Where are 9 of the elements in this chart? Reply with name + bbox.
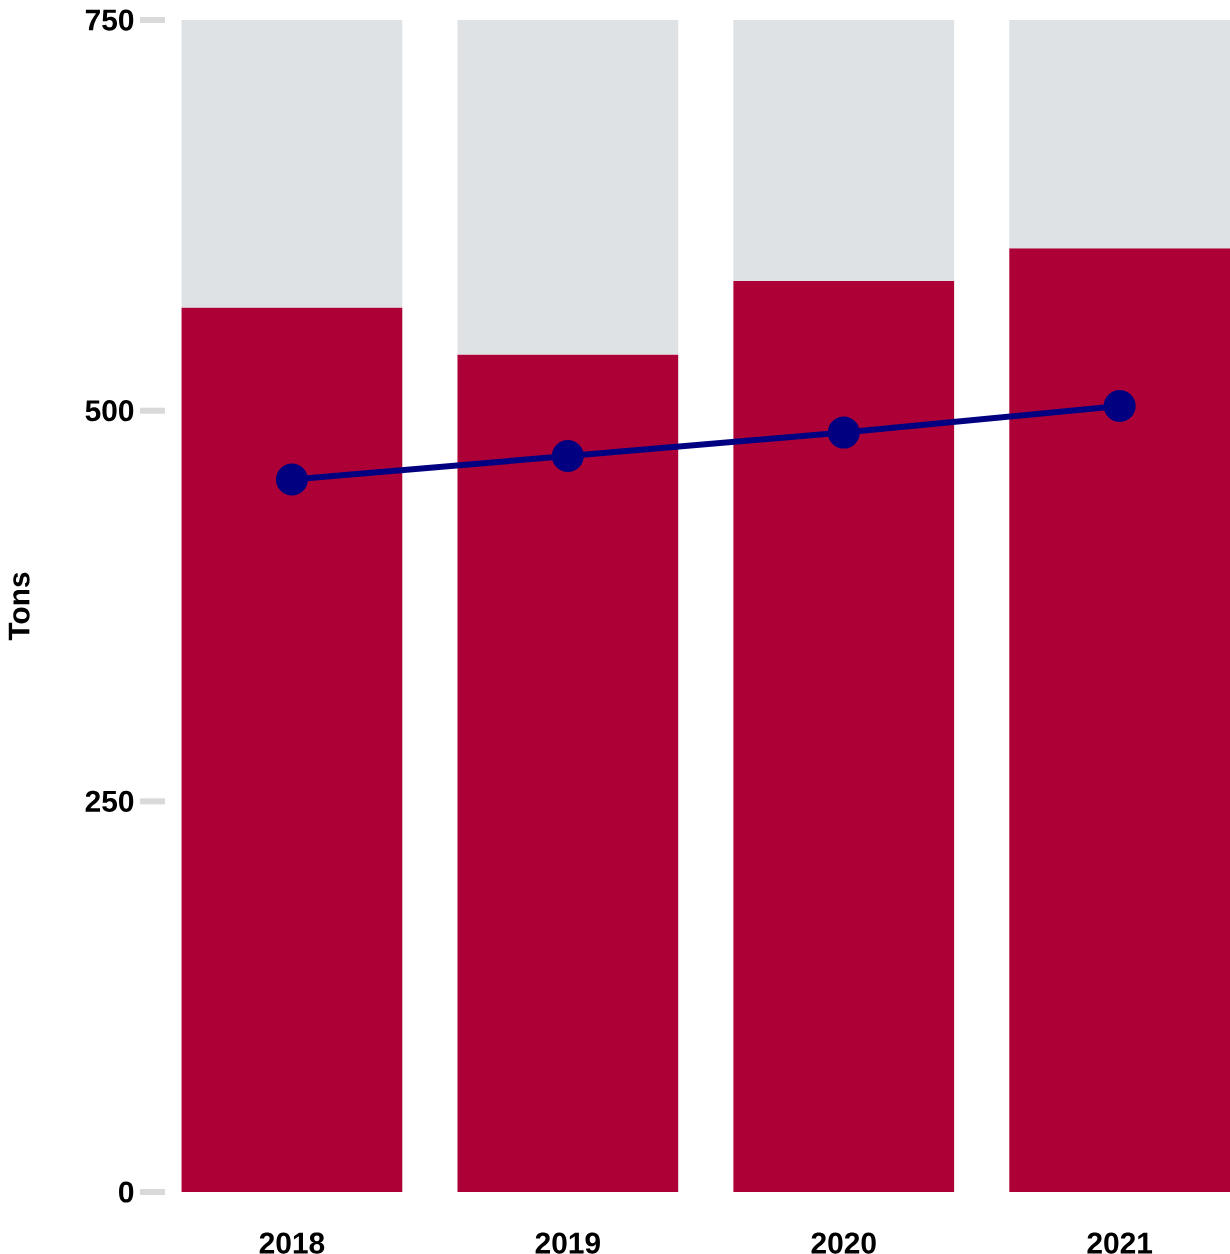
y-axis-title: Tons [8,572,30,641]
x-tick-label: 2021 [1087,1232,1153,1254]
x-tick-label: 2018 [259,1232,325,1254]
y-tick-label: 0 [119,1181,134,1203]
y-tick-label: 250 [85,790,134,812]
y-tick-label: 750 [85,9,134,31]
x-tick-label: 2020 [811,1232,876,1254]
x-tick-label: 2019 [535,1232,600,1254]
y-tick-label: 500 [85,400,134,422]
